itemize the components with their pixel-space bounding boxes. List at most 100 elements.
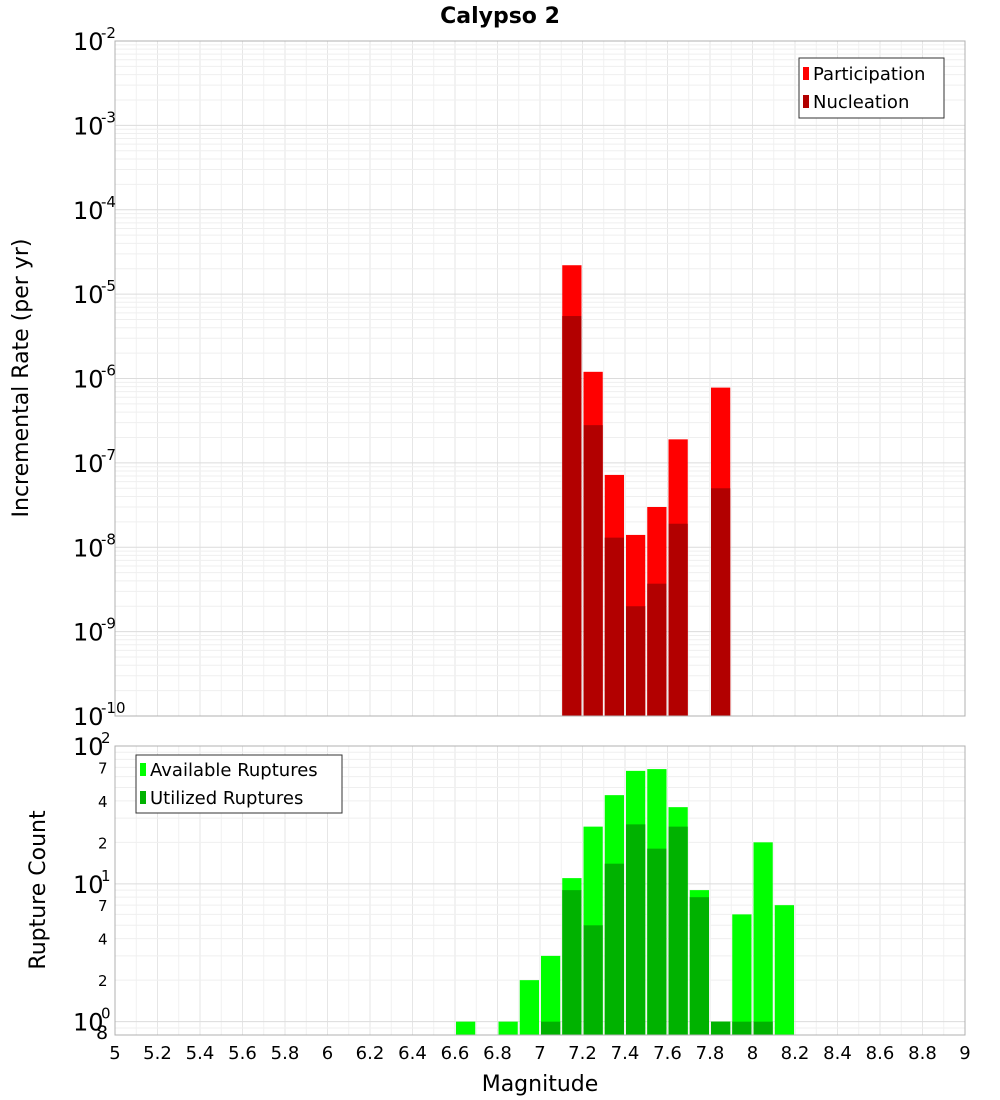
utilized-ruptures-bar (562, 890, 582, 1035)
bottom-plot-border (114, 745, 966, 1036)
x-tick-label: 5.4 (186, 1043, 215, 1064)
legend-swatch-nucleation (803, 95, 809, 108)
y-tick-base: 10 (73, 28, 104, 56)
bottom-y-minor-tick: 8 (96, 1022, 108, 1044)
top-y-tick: 10-3 (73, 108, 116, 140)
top-legend-box (798, 57, 945, 119)
y-tick-exponent: 2 (101, 729, 111, 747)
bottom-y-minor-tick: 7 (98, 759, 108, 777)
bottom-legend: Available Ruptures Utilized Ruptures (135, 754, 343, 814)
nucleation-bar (647, 583, 667, 716)
utilized-ruptures-bar (626, 824, 646, 1035)
x-tick-label: 8.2 (781, 1043, 810, 1064)
y-tick-exponent: 0 (101, 1005, 111, 1023)
y-tick-base: 10 (73, 534, 104, 562)
x-tick-label: 8.6 (866, 1043, 895, 1064)
bottom-bars (456, 769, 794, 1035)
available-ruptures-bar (519, 980, 539, 1035)
available-ruptures-bar (732, 914, 752, 1035)
x-tick-label: 5.2 (143, 1043, 172, 1064)
y-tick-base: 10 (73, 1009, 104, 1037)
utilized-ruptures-bar (604, 863, 624, 1035)
nucleation-bar (583, 425, 603, 716)
legend-swatch-available (140, 763, 146, 776)
legend-label-available: Available Ruptures (150, 760, 318, 781)
bottom-y-minor-tick: 2 (98, 972, 108, 990)
utilized-ruptures-bar (753, 1021, 773, 1035)
x-axis-label: Magnitude (482, 1072, 599, 1097)
legend-swatch-utilized (140, 791, 146, 804)
legend-label-participation: Participation (813, 64, 925, 85)
top-y-tick: 10-8 (73, 530, 116, 562)
top-y-tick: 10-4 (73, 193, 116, 225)
bottom-y-minor-tick: 4 (98, 793, 108, 811)
x-tick-label: 7.6 (653, 1043, 682, 1064)
y-tick-base: 10 (73, 733, 104, 761)
top-y-tick: 10-9 (73, 615, 116, 647)
y-tick-base: 10 (73, 281, 104, 309)
nucleation-bar (711, 488, 731, 716)
x-tick-label: 9 (959, 1043, 970, 1064)
x-tick-label: 5.6 (228, 1043, 257, 1064)
bottom-y-axis-label: Rupture Count (26, 810, 51, 970)
y-tick-exponent: 1 (101, 867, 111, 885)
x-tick-label: 7.2 (568, 1043, 597, 1064)
y-tick-base: 10 (73, 619, 104, 647)
top-y-tick: 10-10 (73, 699, 126, 731)
x-tick-label: 8 (747, 1043, 758, 1064)
y-tick-base: 10 (73, 366, 104, 394)
utilized-ruptures-bar (668, 826, 688, 1035)
top-y-tick: 10-2 (73, 24, 116, 56)
nucleation-bar (562, 316, 582, 716)
y-tick-exponent: -7 (101, 446, 116, 464)
utilized-ruptures-bar (541, 1021, 561, 1035)
y-tick-base: 10 (73, 450, 104, 478)
y-tick-base: 10 (73, 112, 104, 140)
nucleation-bar (626, 606, 646, 716)
y-tick-exponent: -10 (101, 699, 126, 717)
nucleation-bar (604, 537, 624, 716)
y-tick-exponent: -5 (101, 277, 116, 295)
chart-title: Calypso 2 (440, 4, 560, 29)
x-tick-label: 5.8 (271, 1043, 300, 1064)
legend-label-utilized: Utilized Ruptures (150, 788, 303, 809)
x-tick-label: 8.8 (908, 1043, 937, 1064)
available-ruptures-bar (456, 1021, 476, 1035)
x-tick-label: 8.4 (823, 1043, 852, 1064)
legend-swatch-participation (803, 67, 809, 80)
x-tick-label: 6.2 (356, 1043, 385, 1064)
top-plot-border (114, 40, 966, 717)
utilized-ruptures-bar (689, 897, 709, 1035)
top-legend: Participation Nucleation (798, 57, 945, 119)
top-gridlines (114, 41, 966, 717)
x-tick-label: 6.8 (483, 1043, 512, 1064)
y-tick-exponent: -8 (101, 530, 116, 548)
y-tick-exponent: -9 (101, 615, 116, 633)
x-tick-label: 7 (534, 1043, 545, 1064)
x-tick-label: 5 (109, 1043, 120, 1064)
top-y-tick: 10-5 (73, 277, 116, 309)
x-tick-label: 6 (322, 1043, 333, 1064)
y-tick-exponent: -6 (101, 362, 116, 380)
y-tick-exponent: -3 (101, 108, 116, 126)
utilized-ruptures-bar (711, 1021, 731, 1035)
available-ruptures-bar (753, 842, 773, 1035)
top-y-axis-label: Incremental Rate (per yr) (9, 239, 34, 518)
y-tick-exponent: -2 (101, 24, 116, 42)
available-ruptures-bar (541, 955, 561, 1035)
bottom-y-minor-tick: 7 (98, 897, 108, 915)
x-tick-label: 6.4 (398, 1043, 427, 1064)
x-tick-label: 7.8 (696, 1043, 725, 1064)
nucleation-bar (668, 523, 688, 716)
available-ruptures-bar (774, 905, 794, 1035)
bottom-y-tick: 101 (73, 867, 111, 899)
y-tick-base: 10 (73, 871, 104, 899)
top-y-tick: 10-6 (73, 362, 116, 394)
bottom-y-minor-tick: 2 (98, 834, 108, 852)
legend-label-nucleation: Nucleation (813, 92, 909, 113)
